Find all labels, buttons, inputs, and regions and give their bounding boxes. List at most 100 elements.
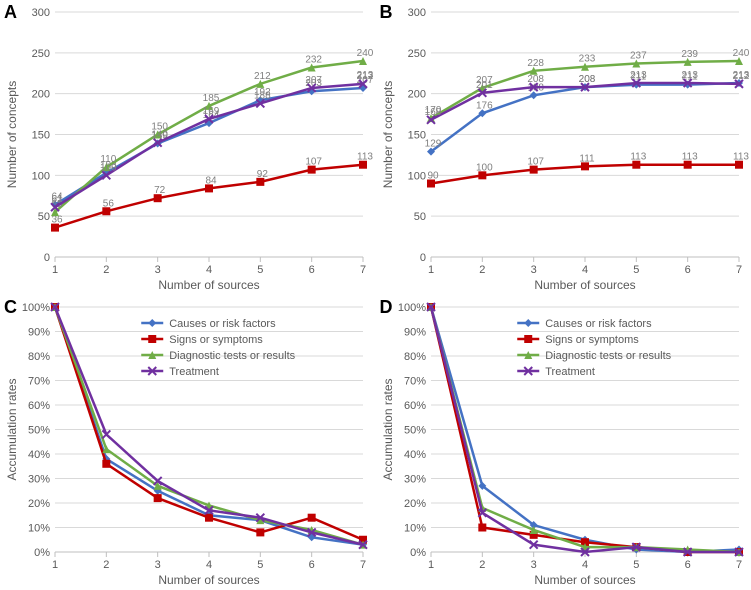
- svg-text:10%: 10%: [403, 523, 425, 535]
- svg-text:212: 212: [254, 71, 271, 82]
- svg-text:1: 1: [52, 264, 58, 276]
- svg-text:80%: 80%: [403, 351, 425, 363]
- svg-text:100%: 100%: [397, 302, 425, 314]
- svg-text:4: 4: [581, 264, 587, 276]
- legend-item-causes: Causes or risk factors: [545, 318, 652, 330]
- panel-b: B 0501001502002503001234567Number of con…: [376, 0, 751, 295]
- svg-text:150: 150: [32, 130, 50, 142]
- svg-text:Number of concepts: Number of concepts: [5, 81, 19, 188]
- legend-item-diag: Diagnostic tests or results: [545, 350, 671, 362]
- svg-text:107: 107: [527, 157, 544, 168]
- svg-text:233: 233: [578, 54, 595, 65]
- svg-text:40%: 40%: [403, 449, 425, 461]
- svg-text:201: 201: [475, 80, 492, 91]
- svg-text:250: 250: [407, 48, 425, 60]
- svg-text:50: 50: [413, 211, 425, 223]
- svg-text:111: 111: [579, 153, 595, 164]
- svg-text:5: 5: [257, 559, 263, 571]
- svg-text:80%: 80%: [28, 351, 50, 363]
- svg-text:56: 56: [103, 198, 115, 209]
- svg-text:Number of sources: Number of sources: [534, 278, 635, 292]
- svg-text:100: 100: [100, 162, 117, 173]
- svg-text:213: 213: [629, 70, 646, 81]
- svg-text:0%: 0%: [34, 547, 50, 559]
- svg-text:100: 100: [407, 170, 425, 182]
- svg-text:10%: 10%: [28, 523, 50, 535]
- svg-text:212: 212: [732, 71, 749, 82]
- svg-text:129: 129: [424, 139, 441, 150]
- chart-c: 0%10%20%30%40%50%60%70%80%90%100%1234567…: [0, 295, 375, 590]
- svg-text:20%: 20%: [403, 498, 425, 510]
- svg-text:188: 188: [254, 90, 271, 101]
- svg-text:Number of sources: Number of sources: [534, 573, 635, 587]
- legend-item-diag: Diagnostic tests or results: [169, 350, 295, 362]
- svg-text:0%: 0%: [410, 547, 426, 559]
- svg-text:Number of sources: Number of sources: [158, 573, 259, 587]
- svg-text:20%: 20%: [28, 498, 50, 510]
- svg-text:100: 100: [475, 162, 492, 173]
- svg-text:208: 208: [527, 74, 544, 85]
- svg-text:208: 208: [578, 74, 595, 85]
- svg-text:92: 92: [257, 169, 269, 180]
- svg-text:90%: 90%: [403, 327, 425, 339]
- svg-text:140: 140: [151, 130, 168, 141]
- svg-text:84: 84: [205, 175, 217, 186]
- legend-item-causes: Causes or risk factors: [169, 318, 276, 330]
- svg-text:50: 50: [38, 211, 50, 223]
- svg-text:6: 6: [684, 264, 690, 276]
- svg-text:50%: 50%: [403, 425, 425, 437]
- svg-text:240: 240: [732, 48, 749, 59]
- svg-text:70%: 70%: [403, 376, 425, 388]
- svg-text:176: 176: [475, 100, 492, 111]
- svg-text:61: 61: [51, 194, 63, 205]
- svg-text:70%: 70%: [28, 376, 50, 388]
- svg-text:213: 213: [681, 70, 698, 81]
- svg-text:113: 113: [357, 152, 373, 163]
- series-line-signs: [55, 165, 363, 228]
- chart-grid: A 0501001502002503001234567Number of con…: [0, 0, 751, 589]
- svg-text:3: 3: [155, 559, 161, 571]
- svg-text:4: 4: [581, 559, 587, 571]
- svg-text:2: 2: [103, 264, 109, 276]
- legend-item-signs: Signs or symptoms: [545, 334, 639, 346]
- svg-text:7: 7: [360, 264, 366, 276]
- legend-item-treatment: Treatment: [169, 366, 219, 378]
- svg-text:4: 4: [206, 264, 212, 276]
- svg-text:3: 3: [530, 559, 536, 571]
- svg-text:Accumulation rates: Accumulation rates: [381, 378, 395, 480]
- svg-text:113: 113: [681, 152, 697, 163]
- svg-text:40%: 40%: [28, 449, 50, 461]
- chart-b: 0501001502002503001234567Number of conce…: [376, 0, 751, 295]
- svg-text:300: 300: [407, 7, 425, 19]
- svg-text:6: 6: [684, 559, 690, 571]
- chart-a: 0501001502002503001234567Number of conce…: [0, 0, 375, 295]
- legend-item-signs: Signs or symptoms: [169, 334, 263, 346]
- svg-text:90%: 90%: [28, 327, 50, 339]
- svg-text:Accumulation rates: Accumulation rates: [5, 378, 19, 480]
- svg-text:Number of concepts: Number of concepts: [381, 81, 395, 188]
- svg-text:100%: 100%: [22, 302, 50, 314]
- svg-text:228: 228: [527, 58, 544, 69]
- panel-label-b: B: [380, 2, 393, 23]
- svg-text:7: 7: [360, 559, 366, 571]
- svg-text:60%: 60%: [28, 400, 50, 412]
- svg-text:239: 239: [681, 49, 698, 60]
- svg-text:72: 72: [154, 185, 166, 196]
- svg-text:2: 2: [479, 559, 485, 571]
- svg-text:4: 4: [206, 559, 212, 571]
- svg-text:185: 185: [203, 93, 220, 104]
- svg-text:Number of sources: Number of sources: [158, 278, 259, 292]
- svg-text:0: 0: [44, 252, 50, 264]
- svg-text:1: 1: [427, 559, 433, 571]
- panel-a: A 0501001502002503001234567Number of con…: [0, 0, 376, 295]
- svg-text:60%: 60%: [403, 400, 425, 412]
- panel-d: D 0%10%20%30%40%50%60%70%80%90%100%12345…: [376, 295, 751, 590]
- svg-text:150: 150: [407, 130, 425, 142]
- svg-text:30%: 30%: [403, 474, 425, 486]
- svg-text:113: 113: [733, 152, 749, 163]
- svg-text:30%: 30%: [28, 474, 50, 486]
- svg-text:213: 213: [357, 70, 374, 81]
- svg-text:113: 113: [630, 152, 646, 163]
- svg-text:168: 168: [424, 107, 441, 118]
- svg-text:107: 107: [305, 157, 322, 168]
